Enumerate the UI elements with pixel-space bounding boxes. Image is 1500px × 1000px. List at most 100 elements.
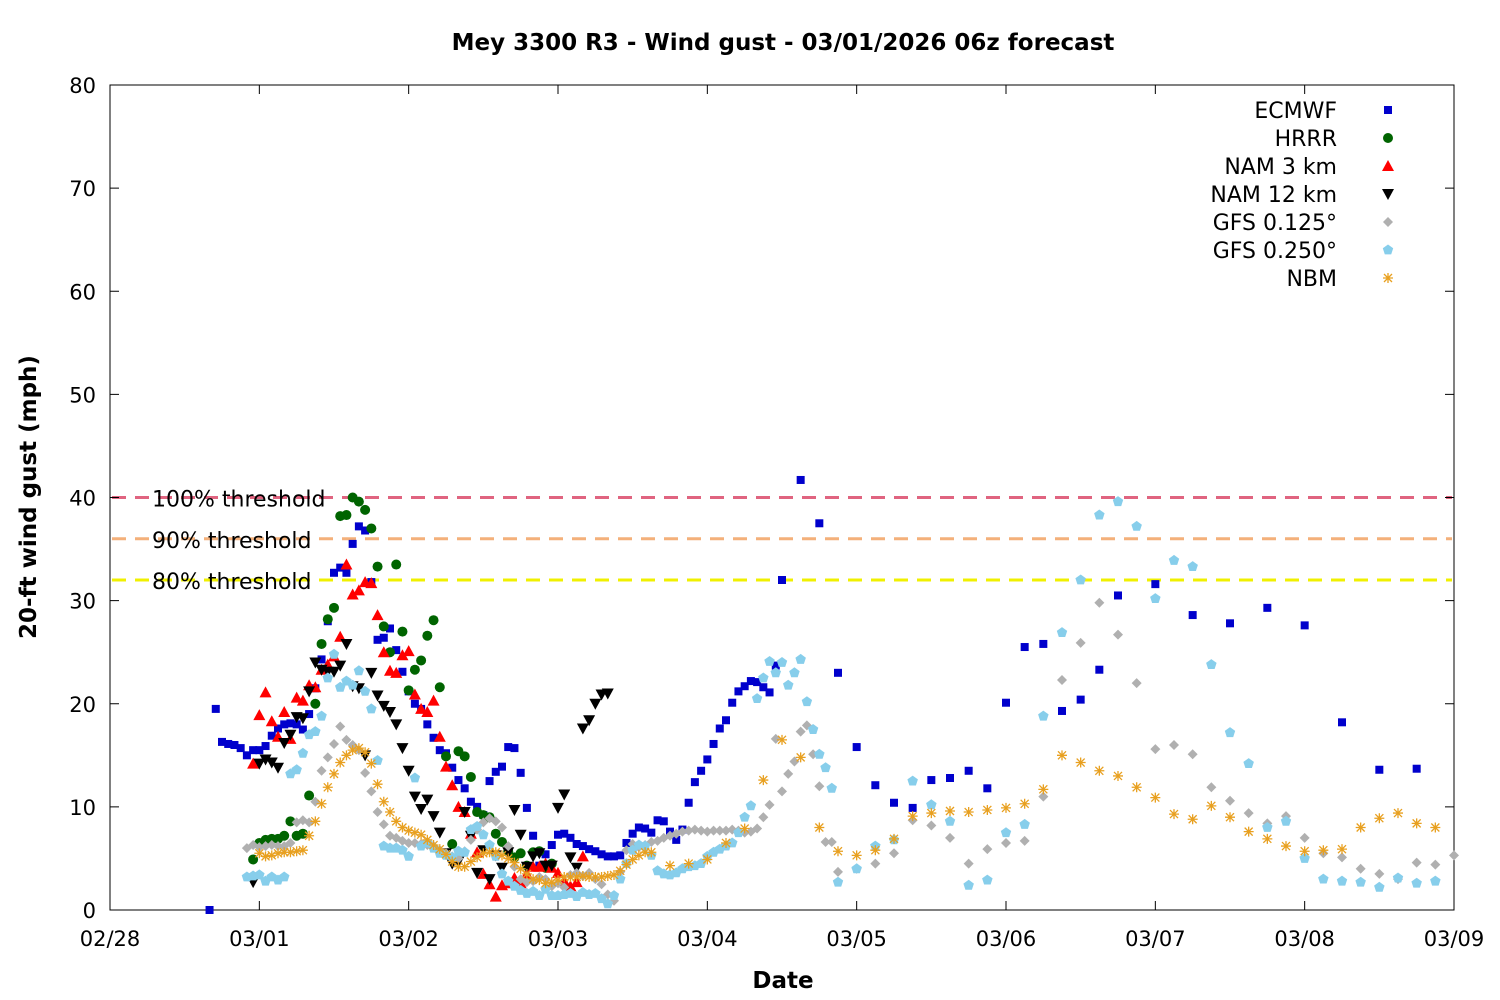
data-point — [1375, 765, 1384, 774]
data-point — [279, 830, 290, 841]
data-point — [733, 827, 744, 838]
y-tick-label: 0 — [83, 899, 96, 923]
data-point — [944, 815, 956, 826]
data-point — [285, 816, 296, 827]
data-point — [377, 646, 390, 658]
data-point — [1075, 637, 1086, 648]
data-point — [690, 778, 699, 787]
data-point — [533, 860, 546, 872]
data-point — [1188, 611, 1197, 620]
data-point — [814, 748, 825, 759]
data-point — [1019, 818, 1030, 829]
data-point — [1225, 812, 1235, 823]
data-point — [1299, 852, 1310, 863]
data-point — [1262, 822, 1273, 832]
data-point — [982, 804, 993, 815]
data-point — [403, 837, 414, 848]
data-point — [558, 789, 571, 801]
data-point — [820, 762, 831, 773]
data-point — [926, 820, 937, 831]
data-point — [1038, 784, 1049, 795]
data-point — [329, 768, 339, 779]
data-point — [254, 869, 265, 880]
data-point — [684, 798, 693, 807]
data-point — [224, 739, 233, 748]
data-point — [634, 823, 643, 832]
data-point — [1224, 727, 1236, 738]
data-point — [408, 688, 421, 700]
data-point — [446, 779, 459, 791]
data-point — [415, 803, 428, 815]
data-point — [428, 615, 439, 626]
data-point — [247, 757, 260, 769]
data-point — [814, 781, 825, 792]
data-point — [826, 836, 837, 847]
data-point — [279, 847, 290, 858]
data-point — [889, 848, 899, 859]
data-point — [576, 850, 589, 862]
data-point — [571, 872, 582, 882]
data-point — [353, 743, 364, 754]
data-point — [529, 831, 538, 840]
data-point — [677, 826, 688, 837]
y-axis-label: 20-ft wind gust (mph) — [16, 355, 42, 639]
data-point — [409, 664, 420, 675]
data-point — [509, 857, 520, 868]
data-point — [335, 721, 346, 732]
data-point — [783, 768, 794, 779]
data-point — [1355, 876, 1366, 887]
data-point — [510, 744, 519, 753]
data-point — [1057, 675, 1067, 686]
data-point — [205, 906, 214, 914]
data-point — [683, 825, 694, 836]
data-point — [478, 848, 489, 859]
data-point — [427, 811, 440, 823]
data-point — [434, 844, 445, 855]
data-point — [814, 822, 825, 833]
data-point — [820, 836, 831, 847]
x-axis-label: Date — [752, 968, 813, 994]
data-point — [421, 794, 434, 806]
data-point — [516, 768, 525, 777]
data-point — [396, 649, 409, 661]
data-point — [316, 765, 327, 776]
data-point — [963, 807, 974, 818]
data-point — [259, 754, 272, 766]
y-tick-label: 60 — [69, 280, 96, 304]
data-point — [427, 694, 440, 706]
data-point — [672, 835, 681, 844]
data-point — [709, 739, 718, 748]
data-point — [1411, 818, 1422, 829]
data-point — [783, 679, 794, 690]
data-point — [927, 776, 936, 785]
data-point — [503, 875, 514, 886]
data-point — [609, 869, 619, 880]
data-point — [801, 696, 813, 707]
data-point — [1374, 868, 1385, 879]
data-point — [796, 475, 805, 484]
legend-label: NBM — [1286, 267, 1337, 292]
data-point — [870, 845, 881, 856]
data-point — [242, 751, 251, 760]
legend-label: GFS 0.125° — [1213, 211, 1337, 236]
data-point — [1393, 808, 1403, 819]
data-point — [714, 825, 725, 836]
data-point — [703, 755, 712, 764]
data-point — [834, 668, 842, 677]
legend-label: NAM 12 km — [1210, 183, 1337, 208]
data-point — [347, 679, 358, 690]
data-point — [1150, 593, 1161, 603]
data-point — [765, 688, 774, 697]
data-point — [484, 847, 495, 858]
data-point — [689, 824, 700, 835]
data-point — [739, 823, 750, 834]
legend-marker — [1382, 160, 1394, 171]
data-point — [653, 816, 662, 825]
data-point — [490, 816, 501, 827]
data-point — [1187, 814, 1198, 825]
data-point — [833, 846, 843, 857]
data-point — [554, 830, 562, 839]
data-point — [278, 737, 291, 749]
data-point — [908, 803, 917, 812]
data-point — [982, 874, 993, 885]
